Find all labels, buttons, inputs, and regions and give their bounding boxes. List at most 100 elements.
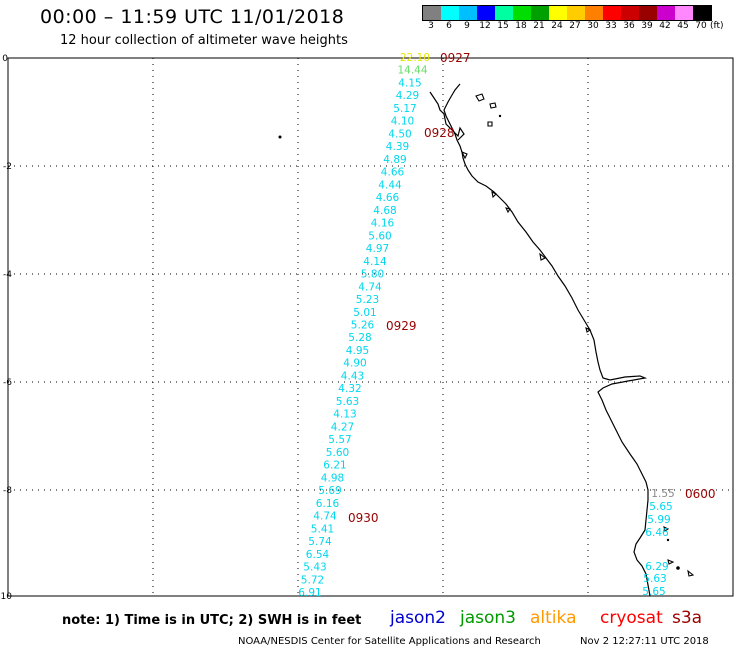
wave-height-label: 4.39 bbox=[386, 141, 409, 153]
wave-height-label: 4.14 bbox=[363, 256, 387, 268]
scale-label: 21 bbox=[533, 21, 545, 31]
wave-height-label: 5.57 bbox=[328, 434, 351, 446]
generated-timestamp: Nov 2 12:27:11 UTC 2018 bbox=[580, 636, 709, 647]
y-tick-label: -6 bbox=[3, 378, 12, 388]
map-subtitle: 12 hour collection of altimeter wave hei… bbox=[60, 33, 348, 48]
wave-height-label: 5.99 bbox=[647, 514, 670, 526]
scale-swatch bbox=[567, 6, 585, 20]
wave-height-label: 6.91 bbox=[298, 587, 321, 599]
wave-height-label: 4.32 bbox=[338, 383, 361, 395]
scale-label: 45 bbox=[677, 21, 689, 31]
satellite-track-right: 1.555.655.996.466.295.635.65 bbox=[642, 488, 674, 598]
wave-height-label: 5.43 bbox=[303, 562, 326, 574]
wave-height-label: 6.29 bbox=[645, 561, 668, 573]
credit-line: NOAA/NESDIS Center for Satellite Applica… bbox=[238, 636, 541, 647]
color-scale-labels: 3 6 9 12 15 18 21 24 27 30 33 36 39 42 45 70 bbox=[422, 21, 710, 31]
scale-label: 6 bbox=[446, 21, 452, 31]
wave-height-label: 4.16 bbox=[371, 218, 395, 230]
scale-swatch bbox=[549, 6, 567, 20]
legend-jason2: jason2 bbox=[390, 608, 446, 628]
wave-height-label: 5.65 bbox=[642, 586, 665, 598]
scale-label: 70 bbox=[695, 21, 707, 31]
scale-label: 3 bbox=[428, 21, 434, 31]
wave-height-label: 22.10 bbox=[400, 52, 430, 64]
scale-label: 12 bbox=[479, 21, 491, 31]
wave-height-label: 5.65 bbox=[649, 501, 672, 513]
legend-s3a: s3a bbox=[672, 608, 703, 628]
wave-height-label: 5.26 bbox=[351, 320, 375, 332]
wave-height-label: 4.89 bbox=[383, 154, 406, 166]
wave-height-label: 1.55 bbox=[651, 488, 674, 500]
wave-height-label: 5.60 bbox=[326, 447, 349, 459]
legend-altika: altika bbox=[530, 608, 577, 628]
wave-height-label: 4.43 bbox=[341, 370, 364, 382]
axis-tick-labels: 036912150-2-4-6-8-10 bbox=[0, 54, 12, 602]
wave-height-label: 5.41 bbox=[311, 523, 334, 535]
wave-height-label: 6.21 bbox=[323, 460, 346, 472]
wave-height-label: 4.95 bbox=[346, 345, 369, 357]
scale-label: 42 bbox=[659, 21, 671, 31]
scale-swatch bbox=[513, 6, 531, 20]
map-grid bbox=[8, 58, 733, 596]
map-title: 00:00 – 11:59 UTC 11/01/2018 bbox=[40, 6, 345, 28]
scale-swatch bbox=[603, 6, 621, 20]
scale-label: 33 bbox=[605, 21, 617, 31]
wave-height-label: 4.74 bbox=[313, 511, 337, 523]
scale-swatch bbox=[459, 6, 477, 20]
wave-height-label: 4.13 bbox=[333, 409, 356, 421]
wave-height-label: 5.01 bbox=[353, 307, 376, 319]
scale-label: 27 bbox=[569, 21, 581, 31]
wave-height-label: 4.29 bbox=[396, 90, 419, 102]
scale-swatch bbox=[657, 6, 675, 20]
scale-label: 36 bbox=[623, 21, 635, 31]
y-tick-label: 0 bbox=[2, 54, 8, 64]
wave-height-color-scale bbox=[422, 5, 712, 21]
wave-height-label: 4.27 bbox=[331, 421, 354, 433]
time-label: 0929 bbox=[386, 319, 417, 333]
scale-label: 9 bbox=[464, 21, 470, 31]
scale-swatch bbox=[531, 6, 549, 20]
wave-height-label: 5.74 bbox=[308, 536, 332, 548]
color-scale-unit: (ft) bbox=[710, 21, 724, 31]
wave-height-label: 4.10 bbox=[391, 116, 414, 128]
time-label: 0600 bbox=[685, 487, 716, 501]
altimeter-map: 036912150-2-4-6-8-10 22.1014.444.154.295… bbox=[0, 51, 734, 602]
wave-height-label: 5.17 bbox=[393, 103, 416, 115]
scale-label: 39 bbox=[641, 21, 653, 31]
wave-height-label: 4.68 bbox=[373, 205, 396, 217]
wave-height-label: 4.74 bbox=[358, 281, 382, 293]
wave-height-label: 4.66 bbox=[381, 167, 405, 179]
wave-height-label: 4.66 bbox=[376, 192, 400, 204]
wave-height-label: 4.98 bbox=[321, 472, 344, 484]
y-tick-label: -2 bbox=[3, 162, 12, 172]
scale-label: 24 bbox=[551, 21, 563, 31]
wave-height-label: 5.63 bbox=[643, 573, 666, 585]
scale-swatch bbox=[495, 6, 513, 20]
wave-height-label: 5.63 bbox=[336, 396, 359, 408]
units-note: note: 1) Time is in UTC; 2) SWH is in fe… bbox=[62, 613, 362, 628]
wave-height-label: 5.80 bbox=[361, 269, 384, 281]
legend-jason3: jason3 bbox=[460, 608, 516, 628]
scale-label: 15 bbox=[497, 21, 509, 31]
scale-swatch bbox=[477, 6, 495, 20]
wave-height-label: 6.54 bbox=[306, 549, 330, 561]
wave-height-label: 5.72 bbox=[301, 574, 324, 586]
scale-swatch bbox=[423, 6, 441, 20]
wave-height-label: 4.97 bbox=[366, 243, 389, 255]
map-frame bbox=[7, 57, 734, 597]
y-tick-label: -8 bbox=[3, 486, 12, 496]
scale-swatch bbox=[675, 6, 693, 20]
scale-swatch bbox=[693, 6, 711, 20]
time-label: 0930 bbox=[348, 511, 379, 525]
scale-swatch bbox=[441, 6, 459, 20]
scale-label: 18 bbox=[515, 21, 527, 31]
time-label: 0927 bbox=[440, 51, 471, 65]
y-tick-label: -10 bbox=[0, 592, 12, 602]
scale-swatch bbox=[585, 6, 603, 20]
wave-height-label: 5.60 bbox=[368, 230, 391, 242]
time-label: 0928 bbox=[424, 126, 455, 140]
wave-height-label: 14.44 bbox=[397, 65, 427, 77]
island-dots bbox=[278, 114, 680, 570]
wave-height-label: 5.69 bbox=[318, 485, 341, 497]
scale-swatch bbox=[639, 6, 657, 20]
